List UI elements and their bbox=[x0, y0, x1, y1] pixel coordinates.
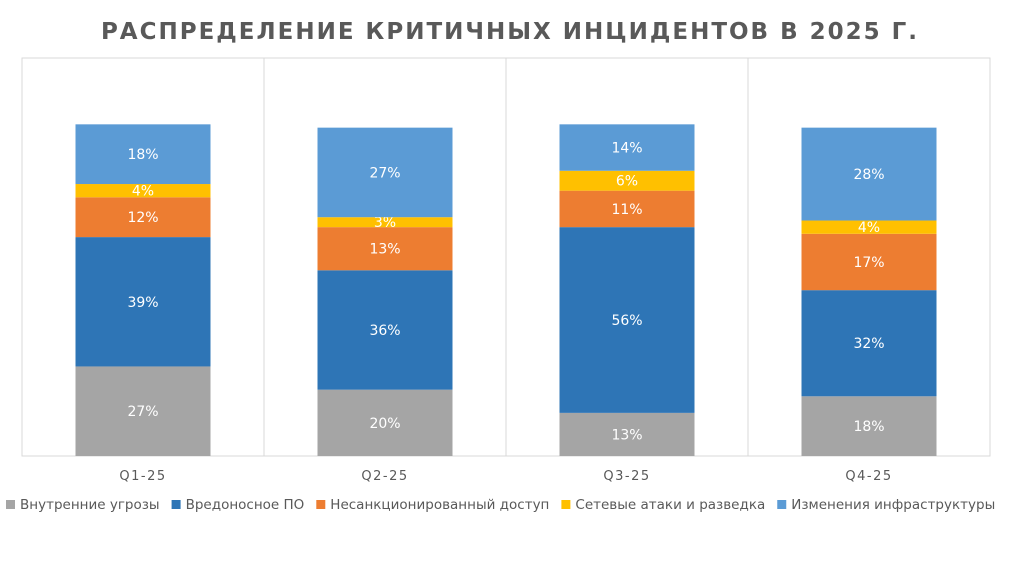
legend-label: Сетевые атаки и разведка bbox=[575, 497, 765, 513]
bar-segment bbox=[75, 366, 211, 456]
data-label: 13% bbox=[611, 427, 642, 443]
data-label: 36% bbox=[369, 323, 400, 339]
bar-segment bbox=[317, 127, 453, 218]
data-label: 14% bbox=[611, 141, 642, 157]
legend-item: Внутренние угрозы bbox=[6, 497, 160, 513]
plot-area: 27% 39% 12% 4% 18% Q1-25 20% 36% 13% 3% 27% Q2-25 13… bbox=[21, 57, 991, 484]
legend-swatch bbox=[561, 500, 571, 509]
data-label: 17% bbox=[853, 255, 884, 271]
bar-segment bbox=[801, 290, 937, 397]
data-label: 27% bbox=[127, 404, 158, 420]
legend-swatch bbox=[316, 500, 326, 509]
data-label: 18% bbox=[853, 419, 884, 435]
bar-segment bbox=[801, 127, 937, 221]
data-label: 13% bbox=[369, 242, 400, 258]
bar-segment bbox=[559, 170, 695, 191]
data-label: 6% bbox=[616, 174, 638, 190]
bar-segment bbox=[559, 412, 695, 456]
bar-segment bbox=[317, 217, 453, 228]
bar-segment bbox=[317, 227, 453, 271]
bar-segment bbox=[317, 389, 453, 456]
data-label: 11% bbox=[611, 202, 642, 218]
x-tick-label: Q4-25 bbox=[845, 469, 892, 484]
data-label: 3% bbox=[374, 215, 396, 231]
bar-segment bbox=[801, 396, 937, 456]
legend-swatch bbox=[171, 500, 181, 509]
legend-item: Сетевые атаки и разведка bbox=[561, 497, 765, 513]
bar-segment bbox=[559, 190, 695, 228]
legend-label: Несанкционированный доступ bbox=[330, 497, 549, 513]
data-label: 28% bbox=[853, 167, 884, 183]
data-label: 27% bbox=[369, 165, 400, 181]
bar-segment bbox=[559, 227, 695, 413]
legend-label: Изменения инфраструктуры bbox=[791, 497, 995, 513]
data-label: 39% bbox=[127, 295, 158, 311]
legend-swatch bbox=[6, 500, 15, 509]
x-tick-label: Q2-25 bbox=[361, 469, 408, 484]
data-label: 4% bbox=[858, 220, 880, 236]
bar-segment bbox=[75, 237, 211, 367]
data-label: 4% bbox=[132, 184, 154, 200]
bar-segment bbox=[317, 270, 453, 390]
bar-segment bbox=[559, 124, 695, 171]
data-label: 20% bbox=[369, 416, 400, 432]
chart-title: РАСПРЕДЕЛЕНИЕ КРИТИЧНЫХ ИНЦИДЕНТОВ В 202… bbox=[101, 19, 919, 45]
bar-segment bbox=[75, 184, 211, 198]
legend-item: Вредоносное ПО bbox=[171, 497, 305, 513]
bar-segment bbox=[801, 233, 937, 291]
bar-segment bbox=[801, 220, 937, 234]
bar-segment bbox=[75, 124, 211, 185]
legend-label: Вредоносное ПО bbox=[186, 497, 305, 513]
bar-segment bbox=[75, 197, 211, 238]
x-tick-label: Q3-25 bbox=[603, 469, 650, 484]
data-label: 18% bbox=[127, 147, 158, 163]
legend-item: Изменения инфраструктуры bbox=[777, 497, 995, 513]
legend-item: Несанкционированный доступ bbox=[316, 497, 549, 513]
data-label: 56% bbox=[611, 313, 642, 329]
data-label: 12% bbox=[127, 210, 158, 226]
legend-label: Внутренние угрозы bbox=[20, 497, 160, 513]
legend-swatch bbox=[777, 500, 787, 509]
x-tick-label: Q1-25 bbox=[119, 469, 166, 484]
legend: Внутренние угрозы Вредоносное ПО Несанкцио… bbox=[6, 497, 995, 513]
data-label: 32% bbox=[853, 336, 884, 352]
